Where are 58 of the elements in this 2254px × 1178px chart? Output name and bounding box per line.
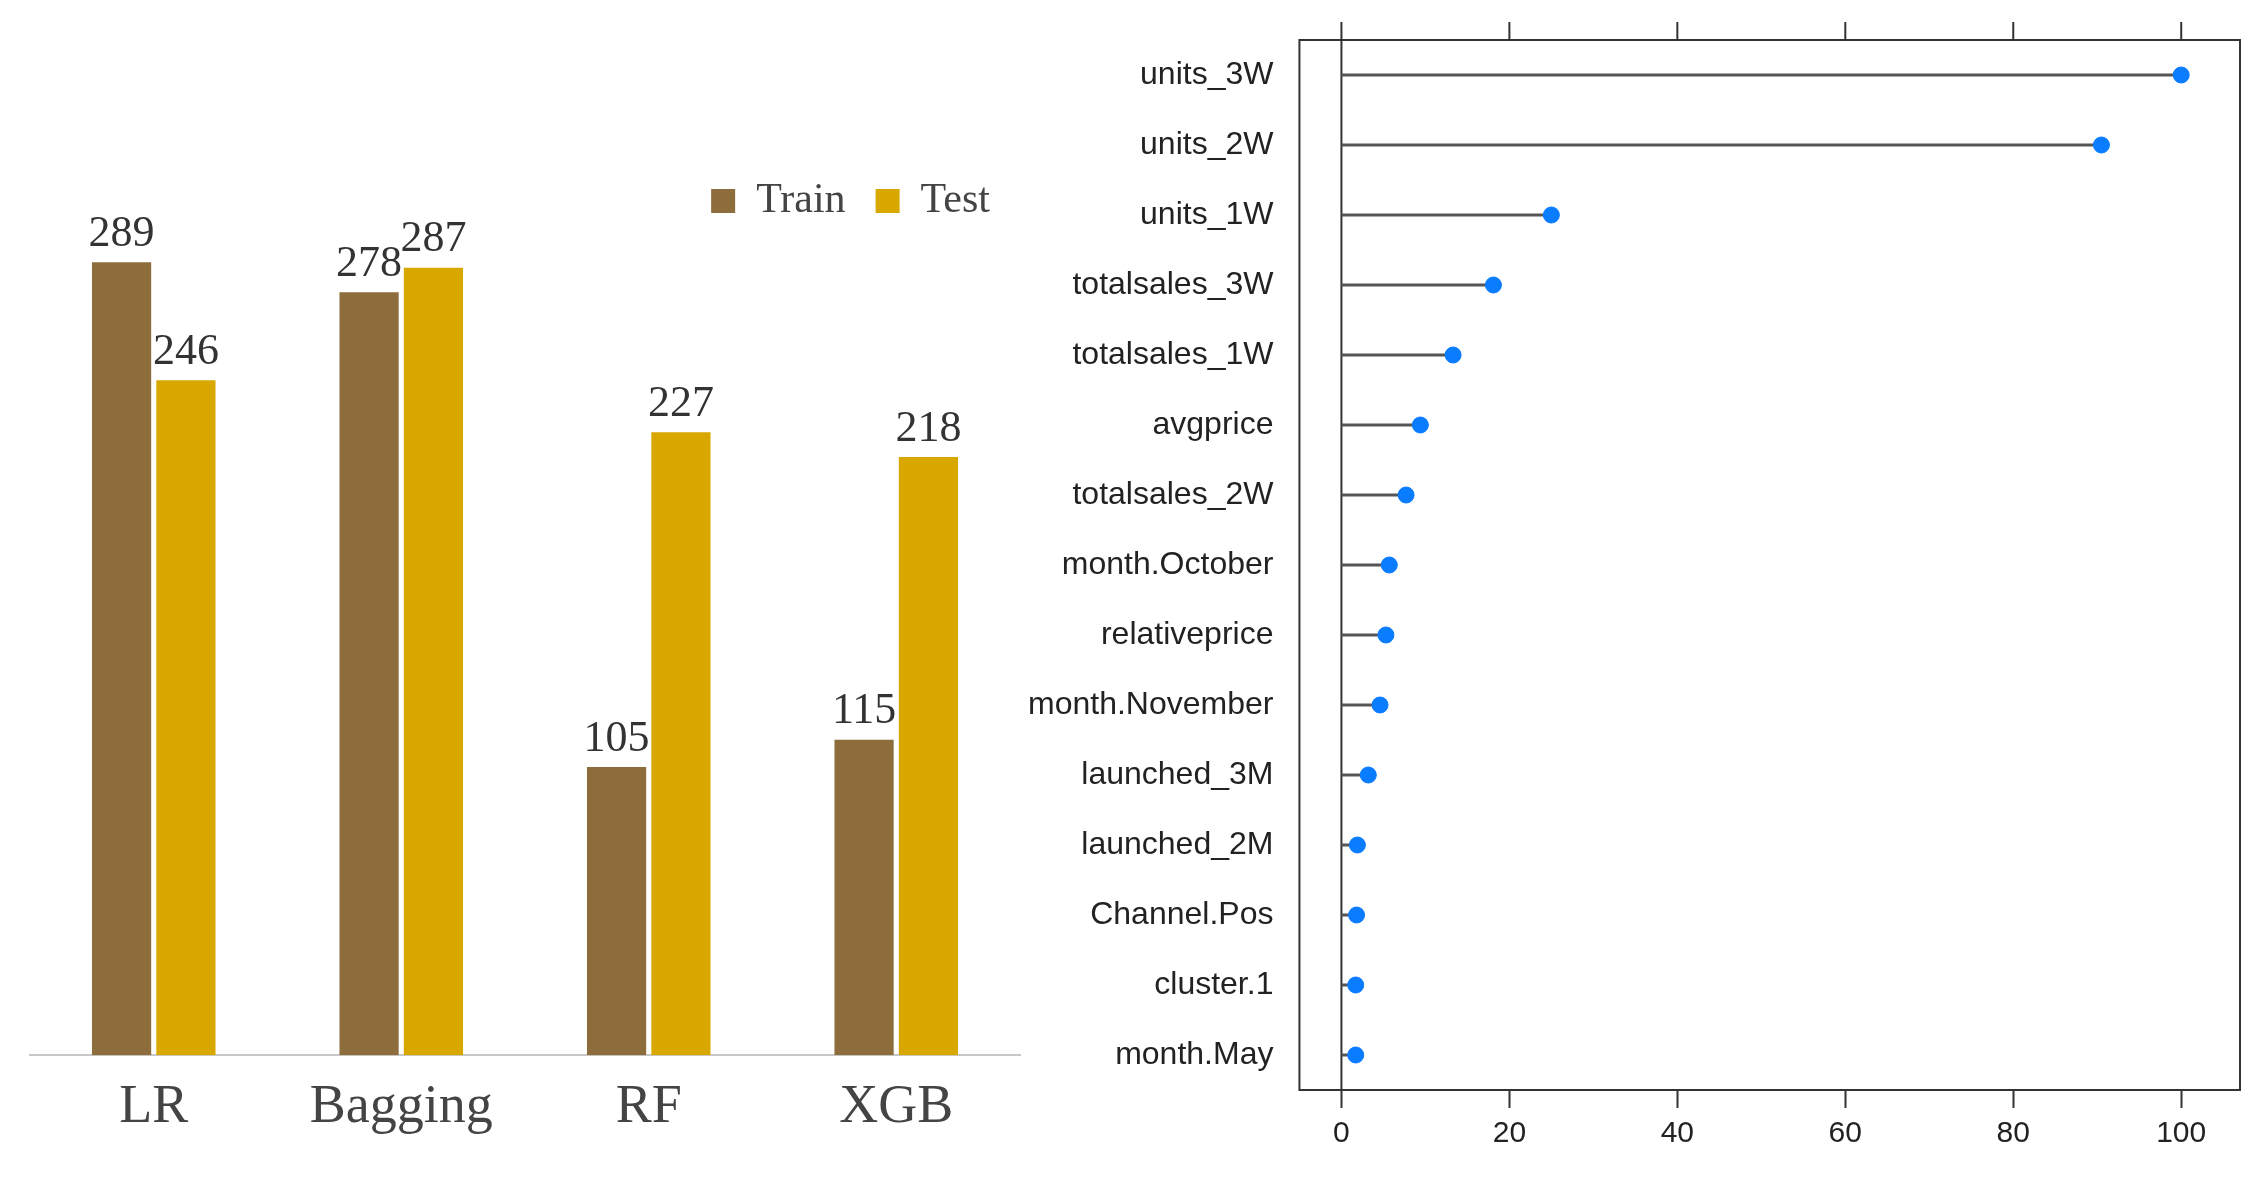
- point: [1347, 1046, 1365, 1064]
- x-tick-label: Bagging: [309, 1073, 493, 1134]
- point: [2172, 66, 2190, 84]
- point: [1380, 556, 1398, 574]
- x-tick-label: RF: [615, 1073, 682, 1134]
- data-label: 278: [336, 236, 403, 286]
- x-tick-label: 60: [1828, 1115, 1862, 1149]
- bar: [834, 739, 894, 1056]
- legend-label: Test: [920, 175, 991, 222]
- x-tick-label: 0: [1333, 1115, 1350, 1149]
- point: [1397, 486, 1415, 504]
- bar: [91, 262, 152, 1056]
- x-tick-label: 40: [1660, 1115, 1695, 1149]
- data-label: 227: [647, 376, 714, 426]
- bar: [898, 457, 959, 1056]
- point: [1347, 976, 1365, 994]
- y-tick-label: cluster.1: [1154, 964, 1274, 1001]
- bar: [586, 767, 647, 1056]
- legend-label: Train: [756, 175, 846, 222]
- y-tick-label: totalsales_2W: [1072, 474, 1275, 511]
- x-tick-label: 80: [1996, 1115, 2030, 1149]
- data-label: 246: [152, 324, 219, 374]
- y-tick-label: Channel.Pos: [1090, 894, 1274, 931]
- point: [1348, 836, 1366, 854]
- bar: [156, 380, 216, 1056]
- y-tick-label: relativeprice: [1100, 614, 1274, 651]
- bar: [403, 267, 464, 1056]
- bar: [339, 292, 399, 1056]
- y-tick-label: units_3W: [1140, 54, 1275, 91]
- data-label: 287: [400, 212, 467, 262]
- point: [1542, 206, 1560, 224]
- y-tick-label: month.May: [1115, 1034, 1274, 1071]
- point: [1411, 416, 1429, 434]
- point: [1359, 766, 1377, 784]
- point: [1348, 906, 1366, 924]
- point: [1444, 346, 1462, 364]
- bar: [651, 432, 711, 1056]
- y-tick-label: totalsales_1W: [1072, 334, 1275, 371]
- point: [1371, 696, 1389, 714]
- y-tick-label: month.November: [1028, 684, 1274, 721]
- data-label: 105: [583, 711, 650, 761]
- x-tick-label: LR: [119, 1073, 189, 1134]
- y-tick-label: month.October: [1061, 544, 1274, 581]
- data-label: 289: [88, 206, 155, 256]
- x-tick-label: 20: [1492, 1115, 1527, 1149]
- x-tick-label: 100: [2156, 1115, 2207, 1149]
- y-tick-label: launched_3M: [1081, 754, 1274, 791]
- y-tick-label: launched_2M: [1081, 824, 1274, 861]
- point: [2092, 136, 2110, 154]
- x-tick-label: XGB: [839, 1073, 954, 1134]
- y-tick-label: units_2W: [1140, 124, 1275, 161]
- data-label: 218: [895, 401, 962, 451]
- y-tick-label: avgprice: [1152, 404, 1274, 441]
- y-tick-label: totalsales_3W: [1072, 264, 1275, 301]
- y-tick-label: units_1W: [1140, 194, 1275, 231]
- point: [1377, 626, 1395, 644]
- data-label: 115: [831, 684, 897, 734]
- point: [1484, 276, 1502, 294]
